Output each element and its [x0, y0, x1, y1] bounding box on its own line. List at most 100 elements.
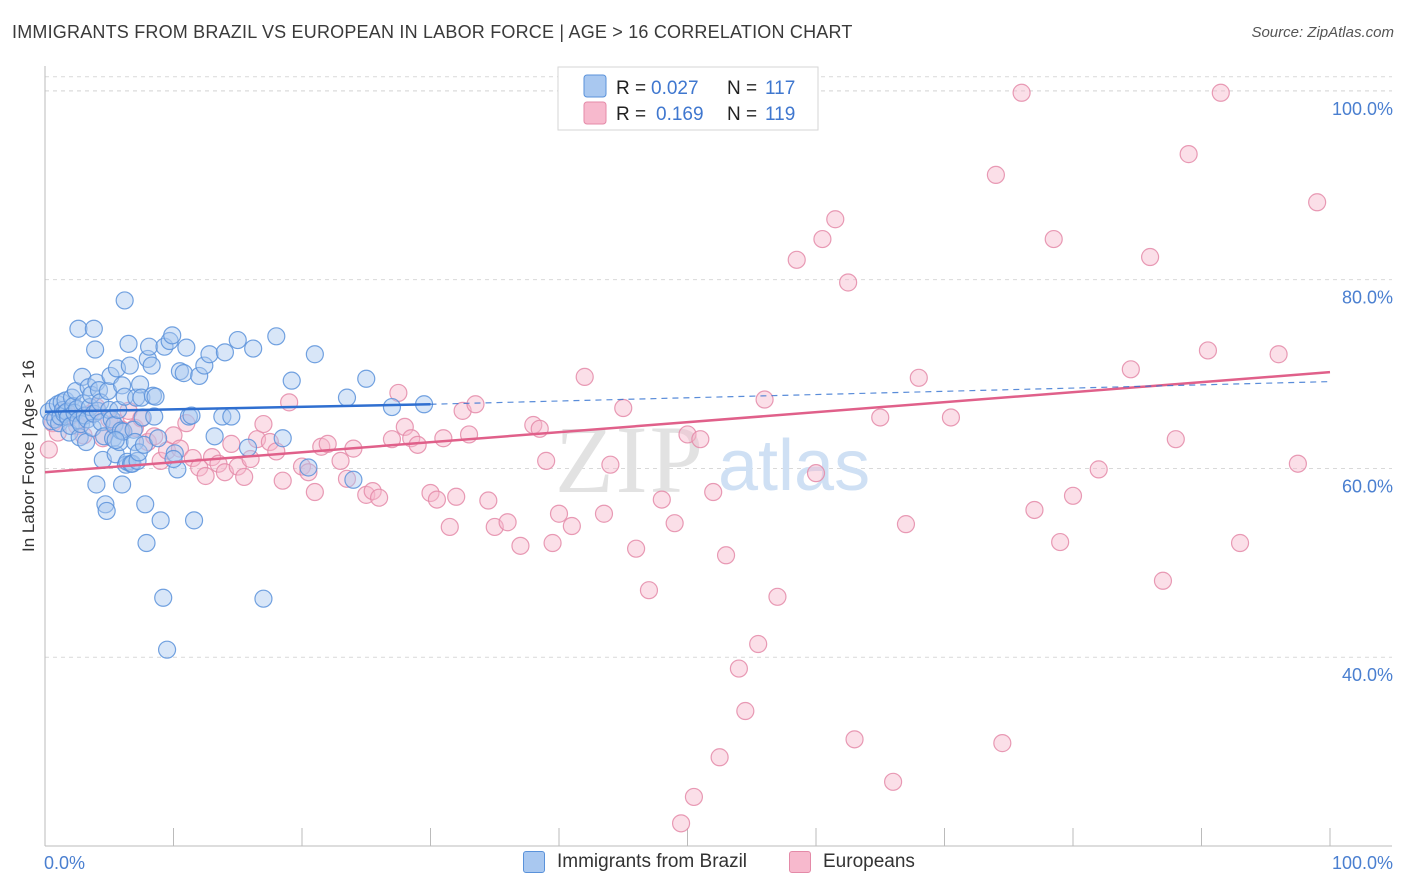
y-axis-title: In Labor Force | Age > 16	[19, 360, 38, 552]
europeans-point	[1051, 532, 1070, 552]
source-attribution: Source: ZipAtlas.com	[1251, 24, 1394, 41]
europeans-point	[1230, 533, 1250, 553]
europeans-point	[1166, 430, 1185, 449]
europeans-point	[543, 533, 562, 553]
europeans-point	[671, 814, 691, 833]
stats-n-value: 117	[765, 78, 795, 99]
brazil-point	[69, 319, 88, 338]
europeans-point	[382, 430, 402, 449]
brazil-point	[96, 495, 115, 514]
brazil-point	[174, 364, 193, 383]
brazil-point	[215, 343, 234, 362]
stats-legend: R = 0.027 N = 117 R = 0.169 N = 119	[557, 66, 819, 131]
europeans-point	[883, 772, 903, 791]
europeans-points	[39, 83, 1327, 833]
brazil-point	[357, 369, 376, 388]
chart-title: IMMIGRANTS FROM BRAZIL VS EUROPEAN IN LA…	[12, 22, 853, 42]
legend-swatch-brazil	[523, 851, 545, 873]
europeans-point	[196, 466, 215, 486]
y-tick-label: 100.0%	[1332, 99, 1393, 119]
europeans-point	[305, 482, 324, 502]
brazil-point	[87, 475, 106, 494]
europeans-point	[755, 390, 774, 409]
europeans-point	[813, 229, 832, 249]
europeans-point	[716, 546, 736, 565]
europeans-point	[1044, 229, 1063, 249]
brazil-point	[299, 458, 318, 477]
brazil-point	[151, 511, 170, 530]
y-tick-label: 60.0%	[1342, 476, 1393, 496]
zipatlas-watermark: ZIP atlas	[555, 406, 870, 513]
europeans-point	[421, 483, 440, 503]
brazil-point	[145, 407, 164, 426]
brazil-point	[184, 511, 204, 530]
europeans-point	[440, 517, 459, 537]
europeans-point	[652, 490, 671, 509]
stats-legend-swatch-blue	[583, 74, 607, 98]
brazil-point	[139, 337, 159, 356]
brazil-point	[164, 449, 183, 469]
brazil-point	[228, 330, 247, 350]
brazil-point	[120, 356, 139, 375]
europeans-point	[39, 440, 58, 459]
europeans-point	[1089, 460, 1108, 479]
europeans-point	[639, 581, 659, 600]
europeans-point	[395, 417, 414, 437]
legend-item-brazil: Immigrants from Brazil	[523, 851, 747, 873]
europeans-point	[1012, 83, 1031, 102]
y-tick-label: 40.0%	[1342, 665, 1393, 685]
europeans-point	[183, 448, 202, 468]
europeans-point	[447, 487, 466, 506]
brazil-point	[142, 356, 161, 375]
watermark-atlas: atlas	[718, 426, 870, 506]
stats-legend-swatch-pink	[583, 101, 607, 125]
brazil-point	[137, 533, 156, 553]
europeans-point	[1025, 500, 1044, 520]
europeans-point	[896, 515, 916, 534]
europeans-point	[254, 414, 273, 434]
europeans-point	[511, 536, 530, 555]
brazil-point	[273, 429, 292, 448]
europeans-point	[222, 434, 241, 453]
europeans-point	[331, 451, 350, 470]
europeans-point	[729, 659, 749, 678]
europeans-point	[370, 488, 389, 507]
europeans-point	[1211, 83, 1230, 102]
europeans-point	[235, 467, 254, 487]
stats-r-value: 0.169	[656, 104, 704, 125]
europeans-point	[363, 481, 382, 501]
brazil-point	[119, 334, 138, 353]
x-tick-labels: 0.0% 100.0%	[44, 853, 1393, 873]
europeans-point	[1063, 486, 1083, 505]
brazil-point	[130, 375, 150, 394]
brazil-point	[106, 431, 125, 450]
europeans-point	[909, 368, 928, 387]
trend-lines	[44, 370, 1331, 474]
brazil-point	[182, 406, 201, 425]
europeans-point	[710, 748, 729, 767]
brazil-point	[305, 345, 324, 364]
brazil-point	[132, 388, 151, 407]
y-tick-labels: 40.0% 60.0% 80.0% 100.0%	[1332, 99, 1393, 685]
europeans-point	[1308, 193, 1327, 212]
europeans-point	[537, 451, 556, 470]
brazil-point	[195, 356, 214, 375]
europeans-point	[337, 469, 357, 488]
stats-n-label: N =	[727, 78, 757, 99]
brazil-point	[115, 291, 134, 310]
europeans-point	[562, 516, 581, 536]
brazil-point	[254, 589, 273, 608]
brazil-trend-extension	[430, 381, 1331, 405]
brazil-points	[39, 291, 434, 659]
europeans-point	[1153, 571, 1173, 590]
europeans-point	[626, 539, 646, 558]
brazil-point	[282, 371, 301, 390]
brazil-point	[244, 339, 263, 358]
europeans-point	[839, 273, 858, 292]
x-tick-label: 0.0%	[44, 853, 85, 873]
gridlines	[45, 76, 1392, 658]
brazil-point	[337, 388, 357, 407]
brazil-trend-line	[44, 403, 431, 414]
europeans-point	[941, 408, 961, 427]
